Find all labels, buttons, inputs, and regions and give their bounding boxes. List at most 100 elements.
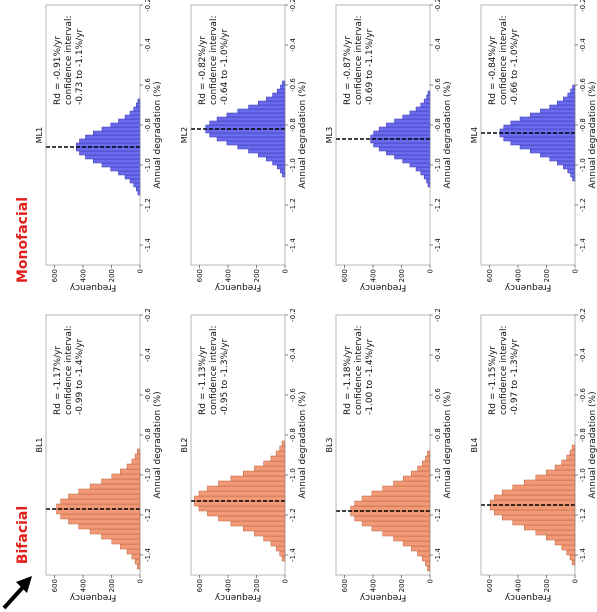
x-tick-label: -0.6 <box>434 78 442 92</box>
histogram-bar <box>129 110 141 116</box>
annotation: -0.97 to -1.3%/yr <box>510 338 520 415</box>
group-label: Bifacial <box>15 506 31 564</box>
axes-frame <box>480 314 576 576</box>
histogram-bar <box>354 515 431 522</box>
histogram-bar <box>134 453 141 460</box>
histogram-bar <box>420 102 431 108</box>
y-axis-label: Frequency <box>69 282 116 292</box>
histogram-bar <box>415 166 431 172</box>
annotation: Rd = -0.82%/yr <box>198 36 208 105</box>
histogram-bar <box>137 98 141 104</box>
x-tick-label: -1.0 <box>144 468 152 482</box>
histogram-bar <box>282 80 286 86</box>
histogram-bar <box>361 495 431 502</box>
y-tick-label: 0 <box>282 269 290 273</box>
x-tick-label: -1.2 <box>579 198 587 212</box>
y-tick-label: 400 <box>225 579 233 592</box>
y-tick-label: 0 <box>137 269 145 273</box>
histogram-bar <box>68 493 141 500</box>
histogram-bar <box>79 150 141 156</box>
histogram-bar <box>60 498 141 505</box>
histogram-bar <box>402 114 431 120</box>
histogram-bar <box>101 478 141 485</box>
histogram-bar <box>272 160 286 166</box>
y-tick-label: 400 <box>80 579 88 592</box>
annotation: Rd = -0.91%/yr <box>53 36 63 105</box>
histogram-bar <box>535 474 576 481</box>
histogram-bar <box>409 162 431 168</box>
histogram-bar <box>101 533 141 540</box>
histogram-bar <box>524 479 576 486</box>
histogram-bar <box>567 168 576 174</box>
histogram-bar <box>561 544 576 551</box>
x-tick-label: -0.8 <box>579 118 587 132</box>
x-tick-label: -0.2 <box>144 0 152 12</box>
histogram-bar <box>118 118 141 124</box>
x-tick-label: -0.4 <box>289 38 297 52</box>
x-tick-label: -1.0 <box>289 158 297 172</box>
histogram-bar <box>501 514 576 521</box>
x-tick-label: -1.0 <box>579 468 587 482</box>
x-axis-label: Annual degradation (%) <box>443 391 453 498</box>
histogram-bar <box>136 186 141 192</box>
histogram-bar <box>198 490 286 497</box>
y-tick-label: 600 <box>51 579 59 592</box>
axes-frame <box>480 4 576 266</box>
x-tick-label: -0.8 <box>144 118 152 132</box>
histogram-bar <box>512 519 576 526</box>
y-axis-label: Frequency <box>359 282 406 292</box>
histogram-bar <box>524 524 576 531</box>
x-tick-label: -0.6 <box>434 388 442 402</box>
x-tick-label: -1.4 <box>289 548 297 562</box>
annotation: -1.00 to -1.4%/yr <box>365 338 375 415</box>
x-axis-label: Annual degradation (%) <box>298 391 308 498</box>
histogram-bar <box>386 122 431 128</box>
annotation: confidence interval: <box>354 16 364 105</box>
y-tick-label: 0 <box>427 579 435 583</box>
panel-title: ML1 <box>35 127 44 143</box>
x-tick-label: -1.2 <box>144 508 152 522</box>
x-tick-label: -1.2 <box>289 508 297 522</box>
annotation: -0.99 to -1.4%/yr <box>75 338 85 415</box>
histogram-bar <box>361 520 431 527</box>
x-tick-label: -0.8 <box>579 428 587 442</box>
y-tick-label: 0 <box>572 579 580 583</box>
x-tick-label: -0.6 <box>144 78 152 92</box>
histogram-bar <box>279 550 286 557</box>
x-tick-label: -1.2 <box>579 508 587 522</box>
histogram-bar <box>402 475 431 482</box>
histogram-bar <box>218 515 286 522</box>
histogram-bar <box>263 460 286 467</box>
x-tick-label: -0.4 <box>579 348 587 362</box>
y-tick-label: 0 <box>572 269 580 273</box>
annotation: confidence interval: <box>354 326 364 415</box>
histogram-bar <box>540 152 576 158</box>
x-tick-label: -0.6 <box>579 388 587 402</box>
histogram-bar <box>423 174 431 180</box>
histogram-bar <box>254 530 286 537</box>
histogram-bar <box>78 523 141 530</box>
histogram-bar <box>422 555 431 562</box>
histogram-bar <box>134 558 141 565</box>
group-label: Monofacial <box>15 197 31 283</box>
axes-frame <box>335 4 431 266</box>
histogram-bar <box>93 130 141 136</box>
x-tick-label: -1.4 <box>579 548 587 562</box>
histogram-bar <box>501 489 576 496</box>
histogram-bar <box>420 170 431 176</box>
histogram-bar <box>272 92 286 98</box>
y-tick-label: 0 <box>282 579 290 583</box>
histogram-bar <box>425 455 431 462</box>
histogram-bar <box>275 450 286 457</box>
y-tick-label: 400 <box>370 579 378 592</box>
annotation: -0.73 to -1.1%/yr <box>75 28 85 105</box>
histogram-bar <box>137 448 141 455</box>
histogram-bar <box>545 469 576 476</box>
annotation: Rd = -1.18%/yr <box>343 346 353 415</box>
y-tick-label: 600 <box>196 269 204 282</box>
histogram-bar <box>257 100 286 106</box>
annotation: confidence interval: <box>499 16 509 105</box>
annotation: confidence interval: <box>64 326 74 415</box>
histogram-bar <box>282 172 286 178</box>
histogram-bar <box>382 530 431 537</box>
